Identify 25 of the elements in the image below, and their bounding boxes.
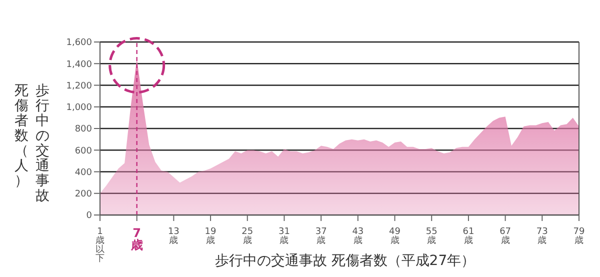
x-tick-label: 19歳 <box>204 227 217 246</box>
x-tick-label: 55歳 <box>426 227 438 246</box>
x-tick-label: 37歳 <box>315 227 327 246</box>
y-tick-label: 200 <box>74 190 92 200</box>
x-tick-label: 61歳 <box>462 227 474 246</box>
y-tick-label: 1,200 <box>66 81 92 92</box>
x-tick-label: 13歳 <box>168 227 180 246</box>
x-tick-label: 31歳 <box>278 227 290 246</box>
x-tick-label: 79歳 <box>573 227 585 246</box>
y-tick-label: 1,000 <box>66 103 92 114</box>
y-tick-label: 800 <box>74 124 92 135</box>
x-tick-label: 25歳 <box>242 227 254 246</box>
y-tick-label: 1,600 <box>66 38 92 48</box>
x-tick-label: 49歳 <box>389 227 401 246</box>
x-axis-title: 歩行中の交通事故 死傷者数（平成27年） <box>214 252 476 270</box>
y-tick-label: 1,400 <box>66 60 92 70</box>
y-tick-label: 0 <box>86 211 92 222</box>
y-tick-label: 400 <box>74 168 92 178</box>
x-tick-label: 7歳 <box>130 226 143 252</box>
x-tick-label: 43歳 <box>352 227 364 246</box>
y-tick-label: 600 <box>74 146 92 156</box>
x-tick-label: 67歳 <box>500 227 512 246</box>
x-tick-label: 73歳 <box>536 227 548 246</box>
text: 歩行中の交通事故死傷者数（人） <box>14 83 50 204</box>
x-tick-label: 1歳以下 <box>96 227 104 264</box>
